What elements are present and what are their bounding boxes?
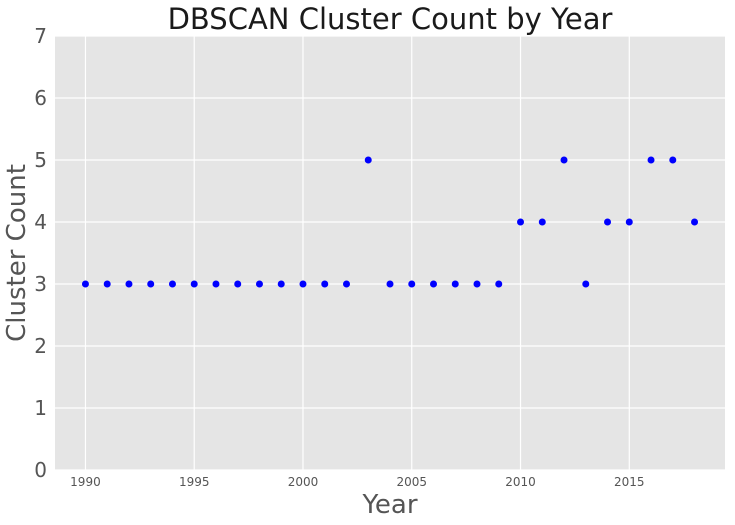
y-tick-label: 1 [34, 396, 47, 420]
data-point [103, 280, 111, 288]
data-point [342, 280, 350, 288]
data-point [234, 280, 242, 288]
y-tick-label: 7 [34, 24, 47, 48]
chart-title: DBSCAN Cluster Count by Year [168, 2, 613, 36]
data-point [168, 280, 176, 288]
data-point [125, 280, 133, 288]
data-point [277, 280, 285, 288]
data-point [495, 280, 503, 288]
data-point [386, 280, 394, 288]
x-tick-label: 2000 [288, 475, 319, 489]
data-point [560, 156, 568, 164]
x-tick-labels: 1990 1995 2000 2005 2010 2015 [70, 475, 644, 489]
y-tick-label: 5 [34, 148, 47, 172]
data-point [538, 218, 546, 226]
y-tick-labels: 0 1 2 3 4 5 6 7 [34, 24, 47, 482]
data-point [451, 280, 459, 288]
y-axis-label: Cluster Count [2, 164, 32, 342]
x-tick-label: 2005 [396, 475, 427, 489]
data-points [81, 156, 699, 288]
data-point [190, 280, 198, 288]
data-point [321, 280, 329, 288]
data-point [625, 218, 633, 226]
y-tick-label: 6 [34, 86, 47, 110]
data-point [669, 156, 677, 164]
data-point [299, 280, 307, 288]
x-tick-label: 1990 [70, 475, 101, 489]
data-point [408, 280, 416, 288]
x-axis-label: Year [361, 490, 417, 520]
y-tick-label: 0 [34, 458, 47, 482]
data-point [517, 218, 525, 226]
x-tick-label: 1995 [179, 475, 210, 489]
data-point [604, 218, 612, 226]
data-point [582, 280, 590, 288]
x-tick-label: 2010 [505, 475, 536, 489]
data-point [147, 280, 155, 288]
data-point [81, 280, 89, 288]
data-point [430, 280, 438, 288]
x-tick-label: 2015 [614, 475, 645, 489]
y-tick-label: 4 [34, 210, 47, 234]
grid [55, 35, 725, 471]
data-point [212, 280, 220, 288]
data-point [473, 280, 481, 288]
data-point [364, 156, 372, 164]
data-point [691, 218, 699, 226]
data-point [255, 280, 263, 288]
plot-area [55, 36, 725, 470]
y-tick-label: 2 [34, 334, 47, 358]
data-point [647, 156, 655, 164]
y-tick-label: 3 [34, 272, 47, 296]
